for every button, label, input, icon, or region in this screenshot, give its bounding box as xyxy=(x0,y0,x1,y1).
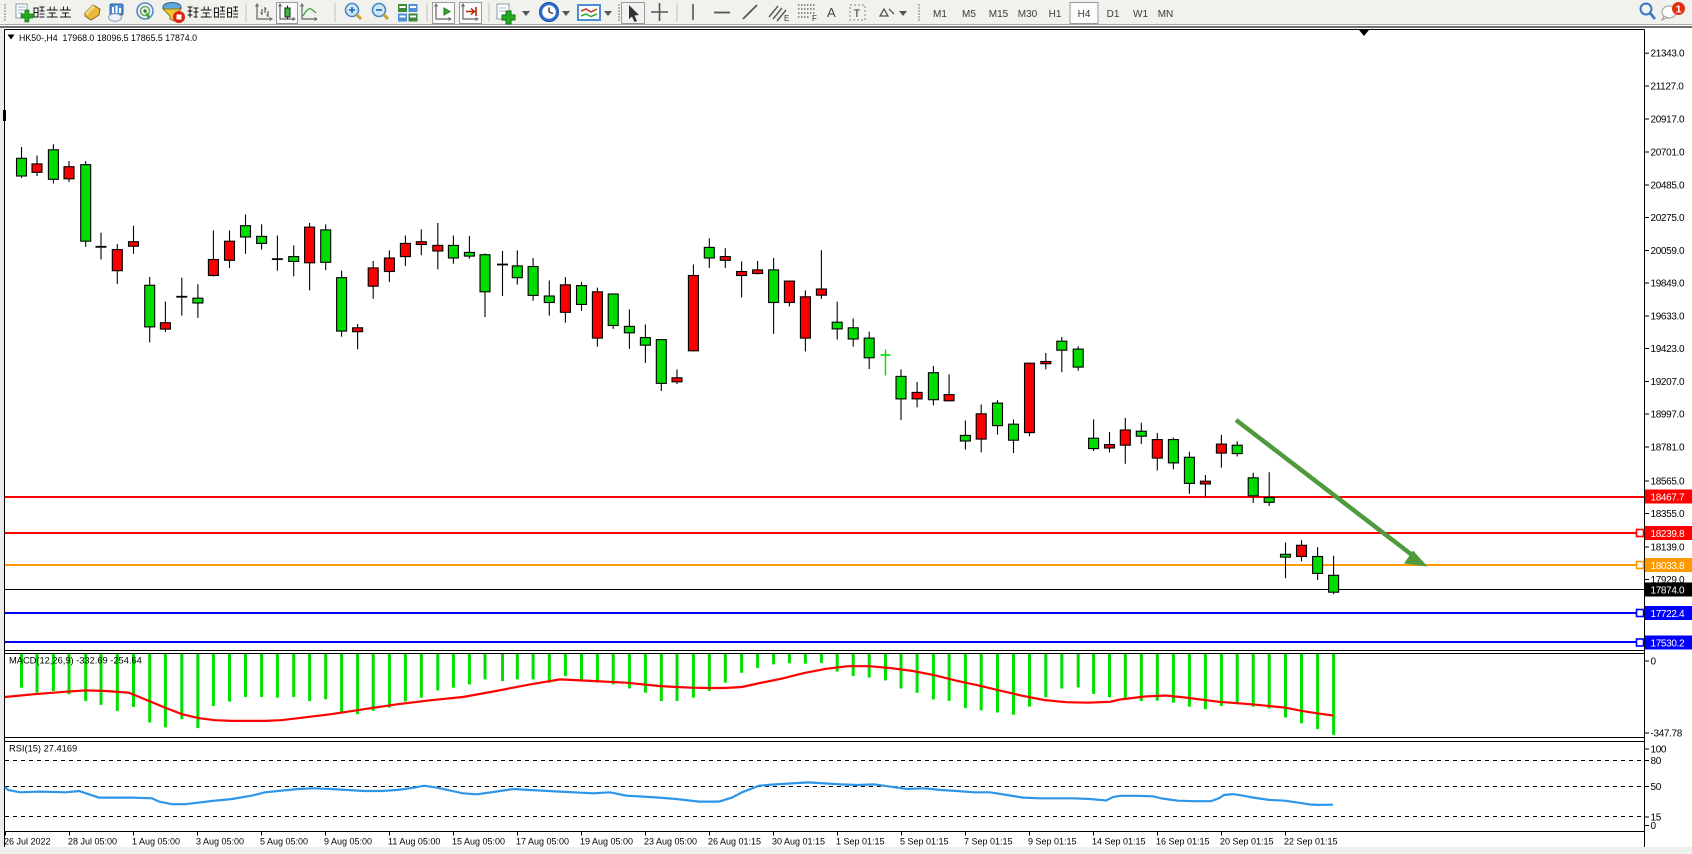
svg-text:19207.0: 19207.0 xyxy=(1651,377,1685,388)
svg-text:30 Aug 01:15: 30 Aug 01:15 xyxy=(772,837,825,847)
svg-text:18467.7: 18467.7 xyxy=(1651,492,1685,503)
svg-text:D1: D1 xyxy=(1107,9,1120,20)
svg-text:M5: M5 xyxy=(962,9,976,20)
svg-text:17929.0: 17929.0 xyxy=(1651,575,1685,586)
svg-text:17 Aug 05:00: 17 Aug 05:00 xyxy=(516,837,569,847)
svg-text:RSI(15) 27.4169: RSI(15) 27.4169 xyxy=(9,744,77,754)
svg-text:18139.0: 18139.0 xyxy=(1651,543,1685,554)
svg-text:15: 15 xyxy=(1651,813,1662,824)
svg-text:26 Aug 01:15: 26 Aug 01:15 xyxy=(708,837,761,847)
svg-text:W1: W1 xyxy=(1133,9,1148,20)
svg-text:19423.0: 19423.0 xyxy=(1651,344,1685,355)
svg-text:14 Sep 01:15: 14 Sep 01:15 xyxy=(1092,837,1146,847)
svg-text:17874.0: 17874.0 xyxy=(1651,585,1685,596)
svg-text:M1: M1 xyxy=(933,9,947,20)
svg-text:11 Aug 05:00: 11 Aug 05:00 xyxy=(388,837,440,847)
svg-text:H1: H1 xyxy=(1049,9,1062,20)
svg-text:21343.0: 21343.0 xyxy=(1651,49,1685,60)
svg-text:50: 50 xyxy=(1651,782,1662,793)
svg-text:1: 1 xyxy=(1676,4,1682,16)
svg-text:A: A xyxy=(827,5,836,20)
svg-text:18781.0: 18781.0 xyxy=(1651,443,1685,454)
svg-text:15 Aug 05:00: 15 Aug 05:00 xyxy=(452,837,505,847)
svg-text:9 Aug 05:00: 9 Aug 05:00 xyxy=(324,837,372,847)
svg-text:-347.78: -347.78 xyxy=(1651,729,1683,740)
svg-text:28 Jul 05:00: 28 Jul 05:00 xyxy=(68,837,117,847)
svg-text:F: F xyxy=(812,14,817,23)
svg-text:22 Sep 01:15: 22 Sep 01:15 xyxy=(1284,837,1338,847)
svg-text:23 Aug 05:00: 23 Aug 05:00 xyxy=(644,837,697,847)
svg-text:M30: M30 xyxy=(1018,9,1038,20)
svg-text:20917.0: 20917.0 xyxy=(1651,115,1685,126)
svg-text:20485.0: 20485.0 xyxy=(1651,181,1685,192)
svg-text:M15: M15 xyxy=(989,9,1009,20)
svg-text:0: 0 xyxy=(1651,821,1657,832)
svg-text:20059.0: 20059.0 xyxy=(1651,246,1685,257)
svg-text:3 Aug 05:00: 3 Aug 05:00 xyxy=(196,837,244,847)
svg-text:T: T xyxy=(854,8,861,20)
svg-text:20 Sep 01:15: 20 Sep 01:15 xyxy=(1220,837,1274,847)
svg-text:H4: H4 xyxy=(1078,9,1091,20)
svg-text:16 Sep 01:15: 16 Sep 01:15 xyxy=(1156,837,1210,847)
svg-text:21127.0: 21127.0 xyxy=(1651,82,1685,93)
svg-text:1 Sep 01:15: 1 Sep 01:15 xyxy=(836,837,885,847)
svg-text:100: 100 xyxy=(1651,745,1667,756)
svg-text:17722.4: 17722.4 xyxy=(1651,609,1685,620)
svg-text:MN: MN xyxy=(1158,9,1174,20)
svg-text:18033.8: 18033.8 xyxy=(1651,561,1685,572)
svg-text:18997.0: 18997.0 xyxy=(1651,410,1685,421)
svg-text:19633.0: 19633.0 xyxy=(1651,312,1685,323)
svg-text:19 Aug 05:00: 19 Aug 05:00 xyxy=(580,837,633,847)
svg-text:18565.0: 18565.0 xyxy=(1651,477,1685,488)
svg-text:19849.0: 19849.0 xyxy=(1651,279,1685,290)
svg-text:MACD(12,26,9) -332.69 -254.64: MACD(12,26,9) -332.69 -254.64 xyxy=(9,656,142,666)
svg-text:5 Aug 05:00: 5 Aug 05:00 xyxy=(260,837,308,847)
svg-text:18239.8: 18239.8 xyxy=(1651,529,1685,540)
svg-text:18355.0: 18355.0 xyxy=(1651,509,1685,520)
svg-text:0: 0 xyxy=(1651,657,1657,668)
svg-text:20701.0: 20701.0 xyxy=(1651,148,1685,159)
svg-text:1 Aug 05:00: 1 Aug 05:00 xyxy=(132,837,180,847)
svg-text:17530.2: 17530.2 xyxy=(1651,638,1685,649)
svg-text:E: E xyxy=(784,14,789,23)
svg-text:5 Sep 01:15: 5 Sep 01:15 xyxy=(900,837,949,847)
svg-text:26 Jul 2022: 26 Jul 2022 xyxy=(4,837,51,847)
svg-text:HK50-,H4 17968.0 18096.5 1786: HK50-,H4 17968.0 18096.5 17865.5 17874.0 xyxy=(19,33,197,43)
svg-text:20275.0: 20275.0 xyxy=(1651,213,1685,224)
svg-text:9 Sep 01:15: 9 Sep 01:15 xyxy=(1028,837,1077,847)
svg-text:7 Sep 01:15: 7 Sep 01:15 xyxy=(964,837,1013,847)
svg-text:80: 80 xyxy=(1651,756,1662,767)
